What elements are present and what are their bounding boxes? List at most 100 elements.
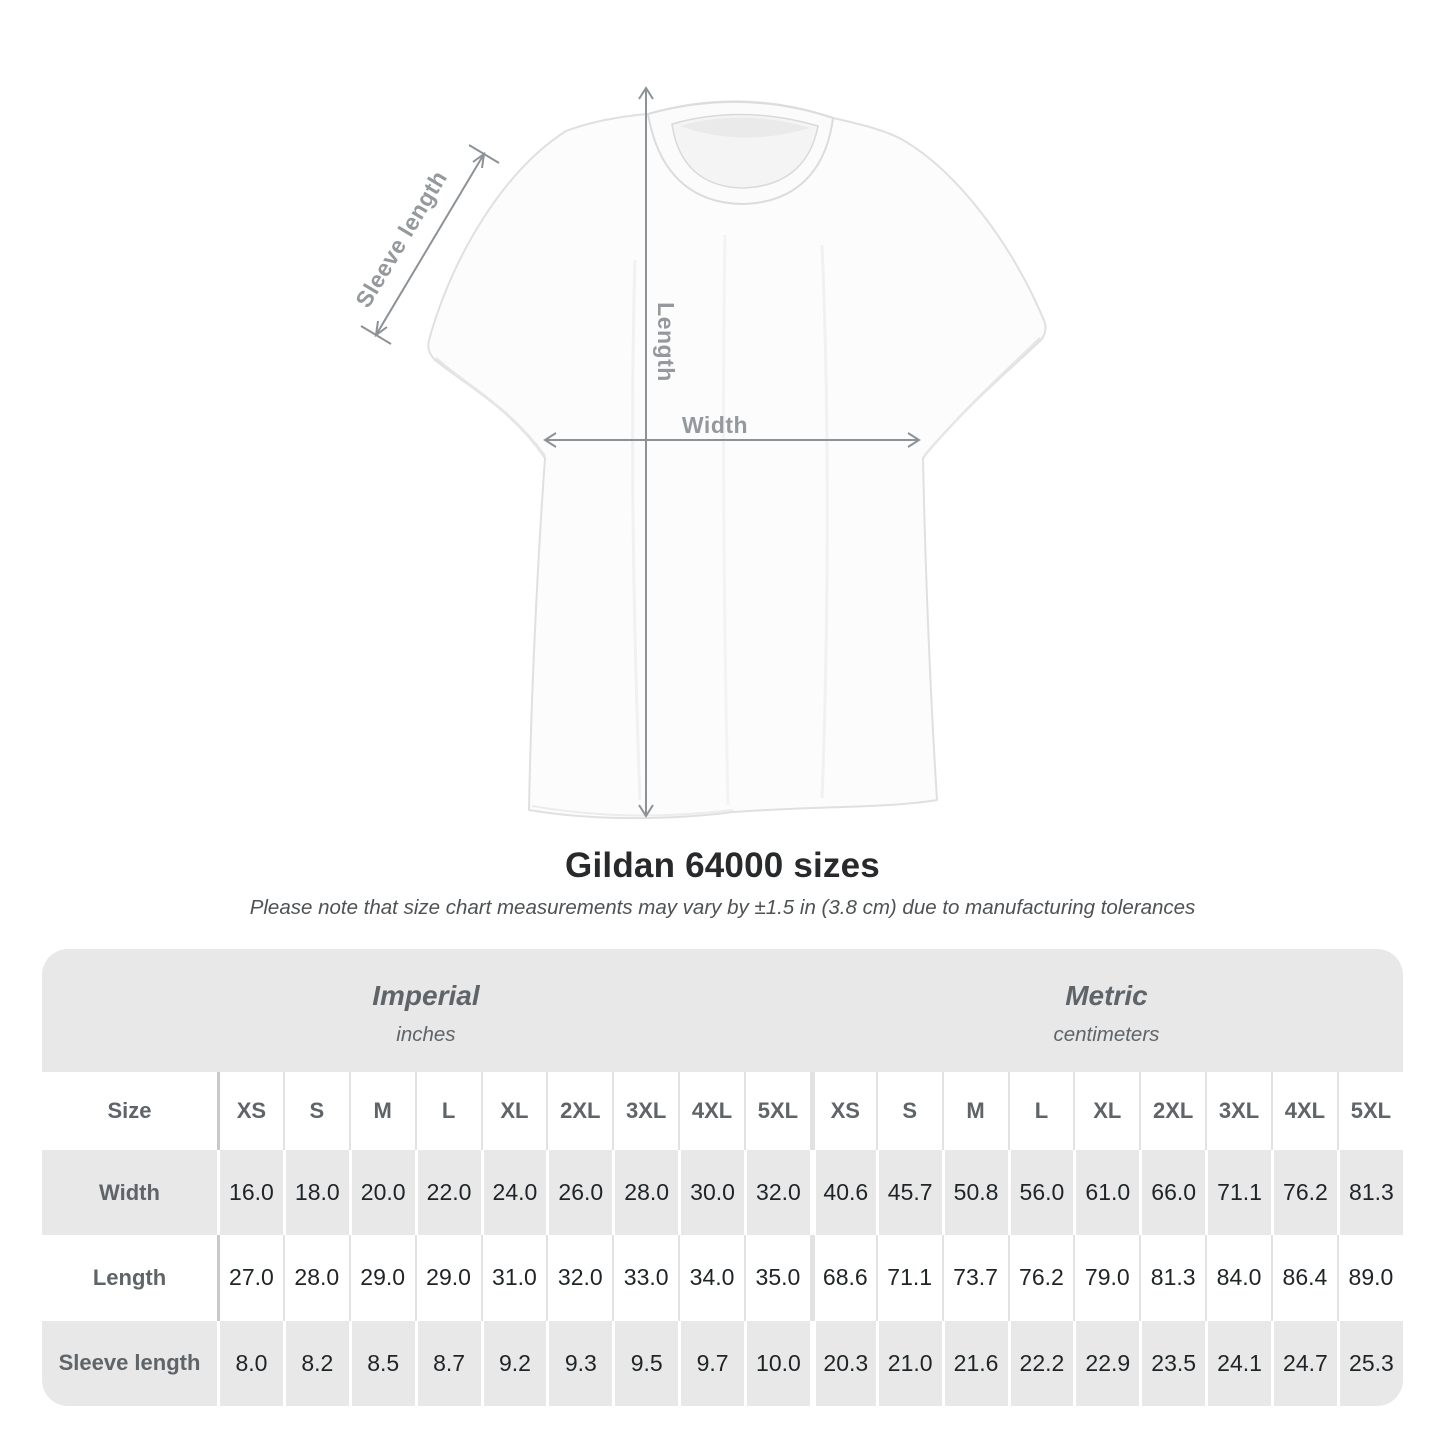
size-header-imperial-3xl: 3XL bbox=[612, 1072, 679, 1150]
size-header-imperial-m: M bbox=[348, 1072, 415, 1150]
size-table: Imperial inches Metric centimeters Size X… bbox=[42, 949, 1403, 1406]
value-cell: 20.3 bbox=[809, 1320, 876, 1406]
value-cell: 29.0 bbox=[348, 1235, 415, 1321]
sleeve-length-label: Sleeve length bbox=[350, 166, 452, 312]
value-cell: 24.1 bbox=[1205, 1320, 1271, 1406]
size-header-metric-l: L bbox=[1007, 1072, 1074, 1150]
value-cell: 32.0 bbox=[546, 1235, 613, 1321]
row-label: Length bbox=[42, 1235, 217, 1321]
sleeve-dimension-line bbox=[375, 153, 485, 336]
fold-line bbox=[722, 234, 730, 806]
value-cell: 40.6 bbox=[809, 1150, 876, 1236]
row-label: Sleeve length bbox=[42, 1320, 217, 1406]
value-cell: 81.3 bbox=[1139, 1235, 1206, 1321]
value-cell: 24.7 bbox=[1271, 1320, 1337, 1406]
collar-inner-shadow bbox=[680, 117, 810, 138]
sleeve-end-tick bbox=[360, 325, 392, 345]
value-cell: 8.7 bbox=[414, 1320, 481, 1406]
row-label: Width bbox=[42, 1150, 217, 1236]
tshirt-body bbox=[427, 100, 1047, 820]
size-header-metric-xl: XL bbox=[1073, 1072, 1140, 1150]
size-header-metric-xs: XS bbox=[809, 1072, 876, 1150]
size-header-imperial-l: L bbox=[414, 1072, 481, 1150]
size-header-metric-m: M bbox=[941, 1072, 1008, 1150]
value-cell: 22.2 bbox=[1007, 1320, 1074, 1406]
unit-group-header-row: Imperial inches Metric centimeters bbox=[42, 949, 1403, 1072]
value-cell: 71.1 bbox=[875, 1235, 942, 1321]
value-cell: 45.7 bbox=[875, 1150, 942, 1236]
value-cell: 25.3 bbox=[1336, 1320, 1403, 1406]
arrowhead-up-icon bbox=[638, 86, 654, 100]
value-cell: 16.0 bbox=[217, 1150, 283, 1236]
right-sleeve-seam bbox=[923, 337, 1041, 457]
length-label: Length bbox=[653, 302, 679, 382]
value-cell: 23.5 bbox=[1139, 1320, 1206, 1406]
size-table-grid: Imperial inches Metric centimeters Size X… bbox=[42, 949, 1403, 1406]
value-cell: 21.0 bbox=[875, 1320, 942, 1406]
value-cell: 22.9 bbox=[1073, 1320, 1140, 1406]
value-cell: 28.0 bbox=[282, 1235, 349, 1321]
value-cell: 9.3 bbox=[546, 1320, 613, 1406]
value-cell: 81.3 bbox=[1336, 1150, 1403, 1236]
value-cell: 31.0 bbox=[480, 1235, 547, 1321]
value-cell: 9.2 bbox=[480, 1320, 547, 1406]
value-cell: 18.0 bbox=[282, 1150, 349, 1236]
measurement-row-sleeve-length: Sleeve length 8.0 8.2 8.5 8.7 9.2 9.3 9.5 9.7 10.… bbox=[42, 1320, 1403, 1406]
value-cell: 8.0 bbox=[217, 1320, 283, 1406]
sleeve-end-tick bbox=[468, 144, 500, 164]
value-cell: 50.8 bbox=[941, 1150, 1008, 1236]
measurement-row-width: Width 16.0 18.0 20.0 22.0 24.0 26.0 28.0 30.0 32.… bbox=[42, 1150, 1403, 1236]
value-cell: 34.0 bbox=[678, 1235, 744, 1321]
value-cell: 29.0 bbox=[414, 1235, 481, 1321]
dimension-lines bbox=[360, 86, 921, 818]
metric-unit: centimeters bbox=[1053, 1022, 1160, 1046]
imperial-unit: inches bbox=[396, 1022, 456, 1046]
value-cell: 73.7 bbox=[941, 1235, 1008, 1321]
value-cell: 8.2 bbox=[282, 1320, 349, 1406]
value-cell: 61.0 bbox=[1073, 1150, 1140, 1236]
value-cell: 86.4 bbox=[1271, 1235, 1337, 1321]
size-header-metric-5xl: 5XL bbox=[1336, 1072, 1403, 1150]
metric-label: Metric bbox=[1065, 979, 1148, 1011]
value-cell: 76.2 bbox=[1007, 1235, 1074, 1321]
value-cell: 68.6 bbox=[809, 1235, 876, 1321]
tolerance-note: Please note that size chart measurements… bbox=[249, 896, 1196, 919]
value-cell: 9.7 bbox=[678, 1320, 744, 1406]
arrowhead-right-icon bbox=[907, 432, 921, 448]
value-cell: 79.0 bbox=[1073, 1235, 1140, 1321]
value-cell: 35.0 bbox=[744, 1235, 810, 1321]
value-cell: 32.0 bbox=[744, 1150, 810, 1236]
imperial-label: Imperial bbox=[372, 979, 480, 1011]
group-header-imperial: Imperial inches bbox=[42, 949, 810, 1072]
value-cell: 30.0 bbox=[678, 1150, 744, 1236]
fold-line bbox=[631, 259, 642, 801]
value-cell: 33.0 bbox=[612, 1235, 679, 1321]
size-header-metric-4xl: 4XL bbox=[1271, 1072, 1337, 1150]
size-header-imperial-xs: XS bbox=[217, 1072, 283, 1150]
size-header-imperial-s: S bbox=[282, 1072, 349, 1150]
value-cell: 21.6 bbox=[941, 1320, 1008, 1406]
size-table-body: Width 16.0 18.0 20.0 22.0 24.0 26.0 28.0 30.0 32.… bbox=[42, 1150, 1403, 1406]
size-header-metric-s: S bbox=[875, 1072, 942, 1150]
value-cell: 26.0 bbox=[546, 1150, 613, 1236]
arrowhead-down-icon bbox=[638, 804, 654, 818]
size-header-imperial-5xl: 5XL bbox=[744, 1072, 810, 1150]
group-header-metric: Metric centimeters bbox=[809, 949, 1403, 1072]
size-column-header: Size bbox=[42, 1072, 217, 1150]
size-header-imperial-2xl: 2XL bbox=[546, 1072, 613, 1150]
value-cell: 28.0 bbox=[612, 1150, 679, 1236]
value-cell: 10.0 bbox=[744, 1320, 810, 1406]
value-cell: 8.5 bbox=[348, 1320, 415, 1406]
value-cell: 89.0 bbox=[1336, 1235, 1403, 1321]
arrowhead-downleft-icon bbox=[374, 320, 388, 338]
size-header-imperial-xl: XL bbox=[480, 1072, 547, 1150]
value-cell: 27.0 bbox=[217, 1235, 283, 1321]
value-cell: 9.5 bbox=[612, 1320, 679, 1406]
sizes-header-row: Size XS S M L XL 2XL 3XL 4XL 5XL XS S M L XL 2XL 3XL 4XL 5… bbox=[42, 1072, 1403, 1150]
value-cell: 66.0 bbox=[1139, 1150, 1206, 1236]
value-cell: 84.0 bbox=[1205, 1235, 1271, 1321]
value-cell: 71.1 bbox=[1205, 1150, 1271, 1236]
hem-seam bbox=[531, 805, 734, 817]
value-cell: 56.0 bbox=[1007, 1150, 1074, 1236]
